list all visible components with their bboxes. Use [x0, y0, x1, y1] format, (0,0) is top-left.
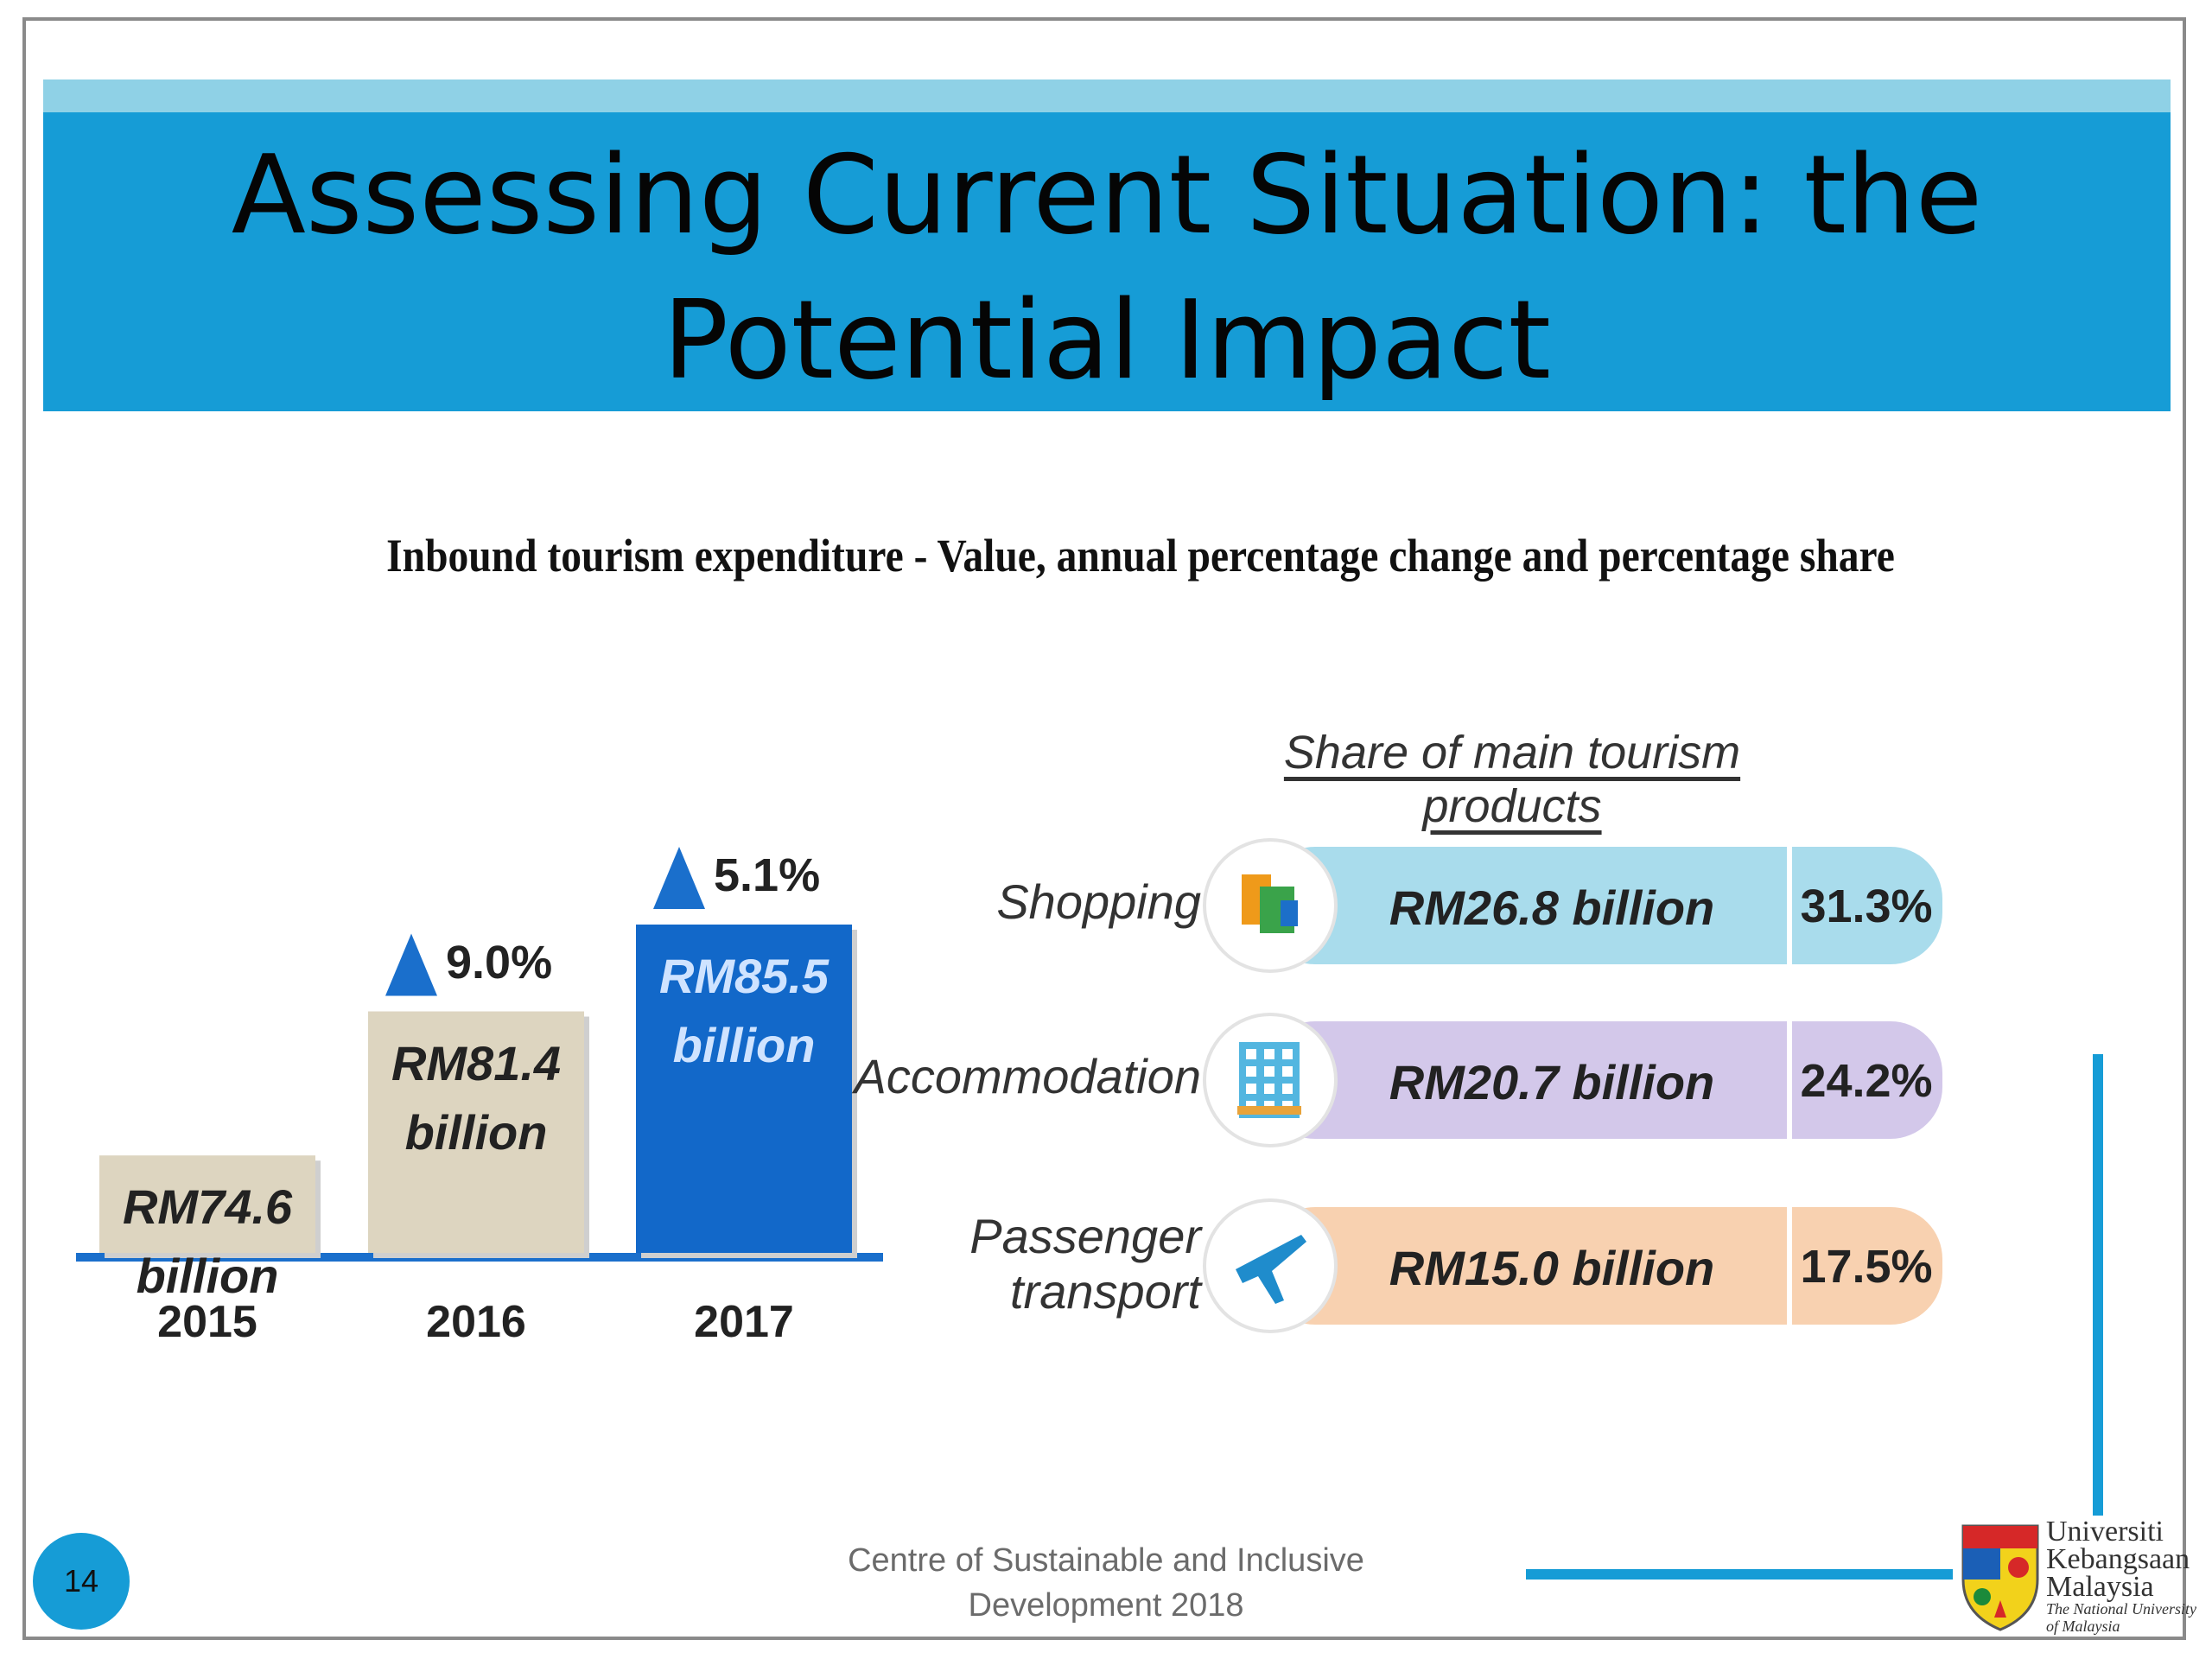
hotel-window — [1246, 1066, 1256, 1077]
annual-change-label: 5.1% — [714, 849, 821, 901]
footer-line-1: Centre of Sustainable and Inclusive — [848, 1542, 1364, 1579]
product-value-label: RM20.7 billion — [1389, 1055, 1715, 1109]
logo-line-4: The National University — [2046, 1600, 2196, 1618]
share-chart-title: Share of main tourism products — [1283, 727, 1741, 832]
hotel-window — [1282, 1066, 1293, 1077]
hotel-window — [1282, 1084, 1293, 1094]
slide-frame — [22, 17, 2186, 1640]
product-pill — [1263, 1207, 1942, 1325]
product-share-label: 24.2% — [1800, 1055, 1933, 1107]
hotel-base — [1237, 1106, 1301, 1115]
decor-vertical-line — [2093, 1054, 2103, 1516]
decor-horizontal-line — [1526, 1569, 1953, 1580]
bar-2016 — [368, 1011, 584, 1253]
year-label: 2017 — [694, 1297, 794, 1347]
bar-2015 — [99, 1155, 315, 1253]
product-pill — [1263, 1021, 1942, 1139]
pill-separator — [1787, 1207, 1792, 1325]
bar-value-label: RM85.5 billion — [658, 949, 830, 1072]
pill-separator — [1787, 847, 1792, 964]
logo-line-2: Kebangsaan — [2046, 1543, 2190, 1575]
footer-line-2: Development 2018 — [968, 1587, 1244, 1624]
category-label: Passenger transport — [969, 1209, 1201, 1319]
category-label: Shopping — [996, 874, 1201, 929]
annual-change-label: 9.0% — [446, 936, 553, 988]
category-label: Accommodation — [854, 1049, 1201, 1103]
product-share-label: 31.3% — [1800, 880, 1933, 932]
increase-triangle-icon — [653, 847, 705, 909]
chart-title: Inbound tourism expenditure - Value, ann… — [386, 530, 1895, 582]
hotel-window — [1264, 1066, 1274, 1077]
bar-value-label: RM74.6 billion — [122, 1179, 293, 1304]
product-share-label: 17.5% — [1800, 1241, 1933, 1293]
bar-value-label: RM81.4 billion — [391, 1035, 562, 1160]
page-number: 14 — [33, 1533, 130, 1630]
title-band — [43, 112, 2171, 411]
hotel-window — [1264, 1049, 1274, 1059]
year-label: 2015 — [157, 1297, 257, 1347]
airplane-icon — [1236, 1235, 1306, 1304]
hotel-window — [1282, 1049, 1293, 1059]
shopping-bags-icon — [1281, 900, 1298, 926]
pill-separator — [1787, 1021, 1792, 1139]
hotel-window — [1246, 1084, 1256, 1094]
logo-line-3: Malaysia — [2046, 1571, 2154, 1603]
logo-line-1: Universiti — [2046, 1516, 2164, 1548]
hotel-window — [1246, 1049, 1256, 1059]
logo-line-5: of Malaysia — [2046, 1618, 2120, 1635]
bar-2017 — [636, 925, 852, 1253]
title-accent-strip — [43, 79, 2171, 114]
university-crest-icon — [1961, 1524, 2039, 1631]
product-value-label: RM26.8 billion — [1389, 880, 1715, 935]
footer: Centre of Sustainable and Inclusive Deve… — [760, 1538, 1452, 1628]
hotel-window — [1264, 1084, 1274, 1094]
year-label: 2016 — [426, 1297, 526, 1347]
product-pill — [1263, 847, 1942, 964]
increase-triangle-icon — [385, 933, 437, 996]
slide-title: Assessing Current Situation: the Potenti… — [231, 131, 1983, 404]
product-value-label: RM15.0 billion — [1389, 1241, 1715, 1295]
